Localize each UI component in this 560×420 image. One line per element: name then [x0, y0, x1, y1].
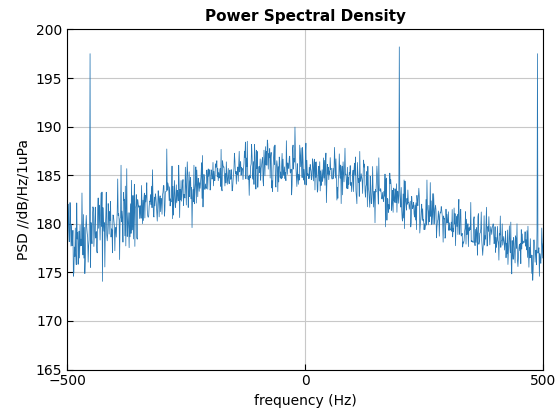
- X-axis label: frequency (Hz): frequency (Hz): [254, 394, 357, 408]
- Title: Power Spectral Density: Power Spectral Density: [205, 9, 405, 24]
- Y-axis label: PSD //dB/Hz/1uPa: PSD //dB/Hz/1uPa: [16, 139, 30, 260]
